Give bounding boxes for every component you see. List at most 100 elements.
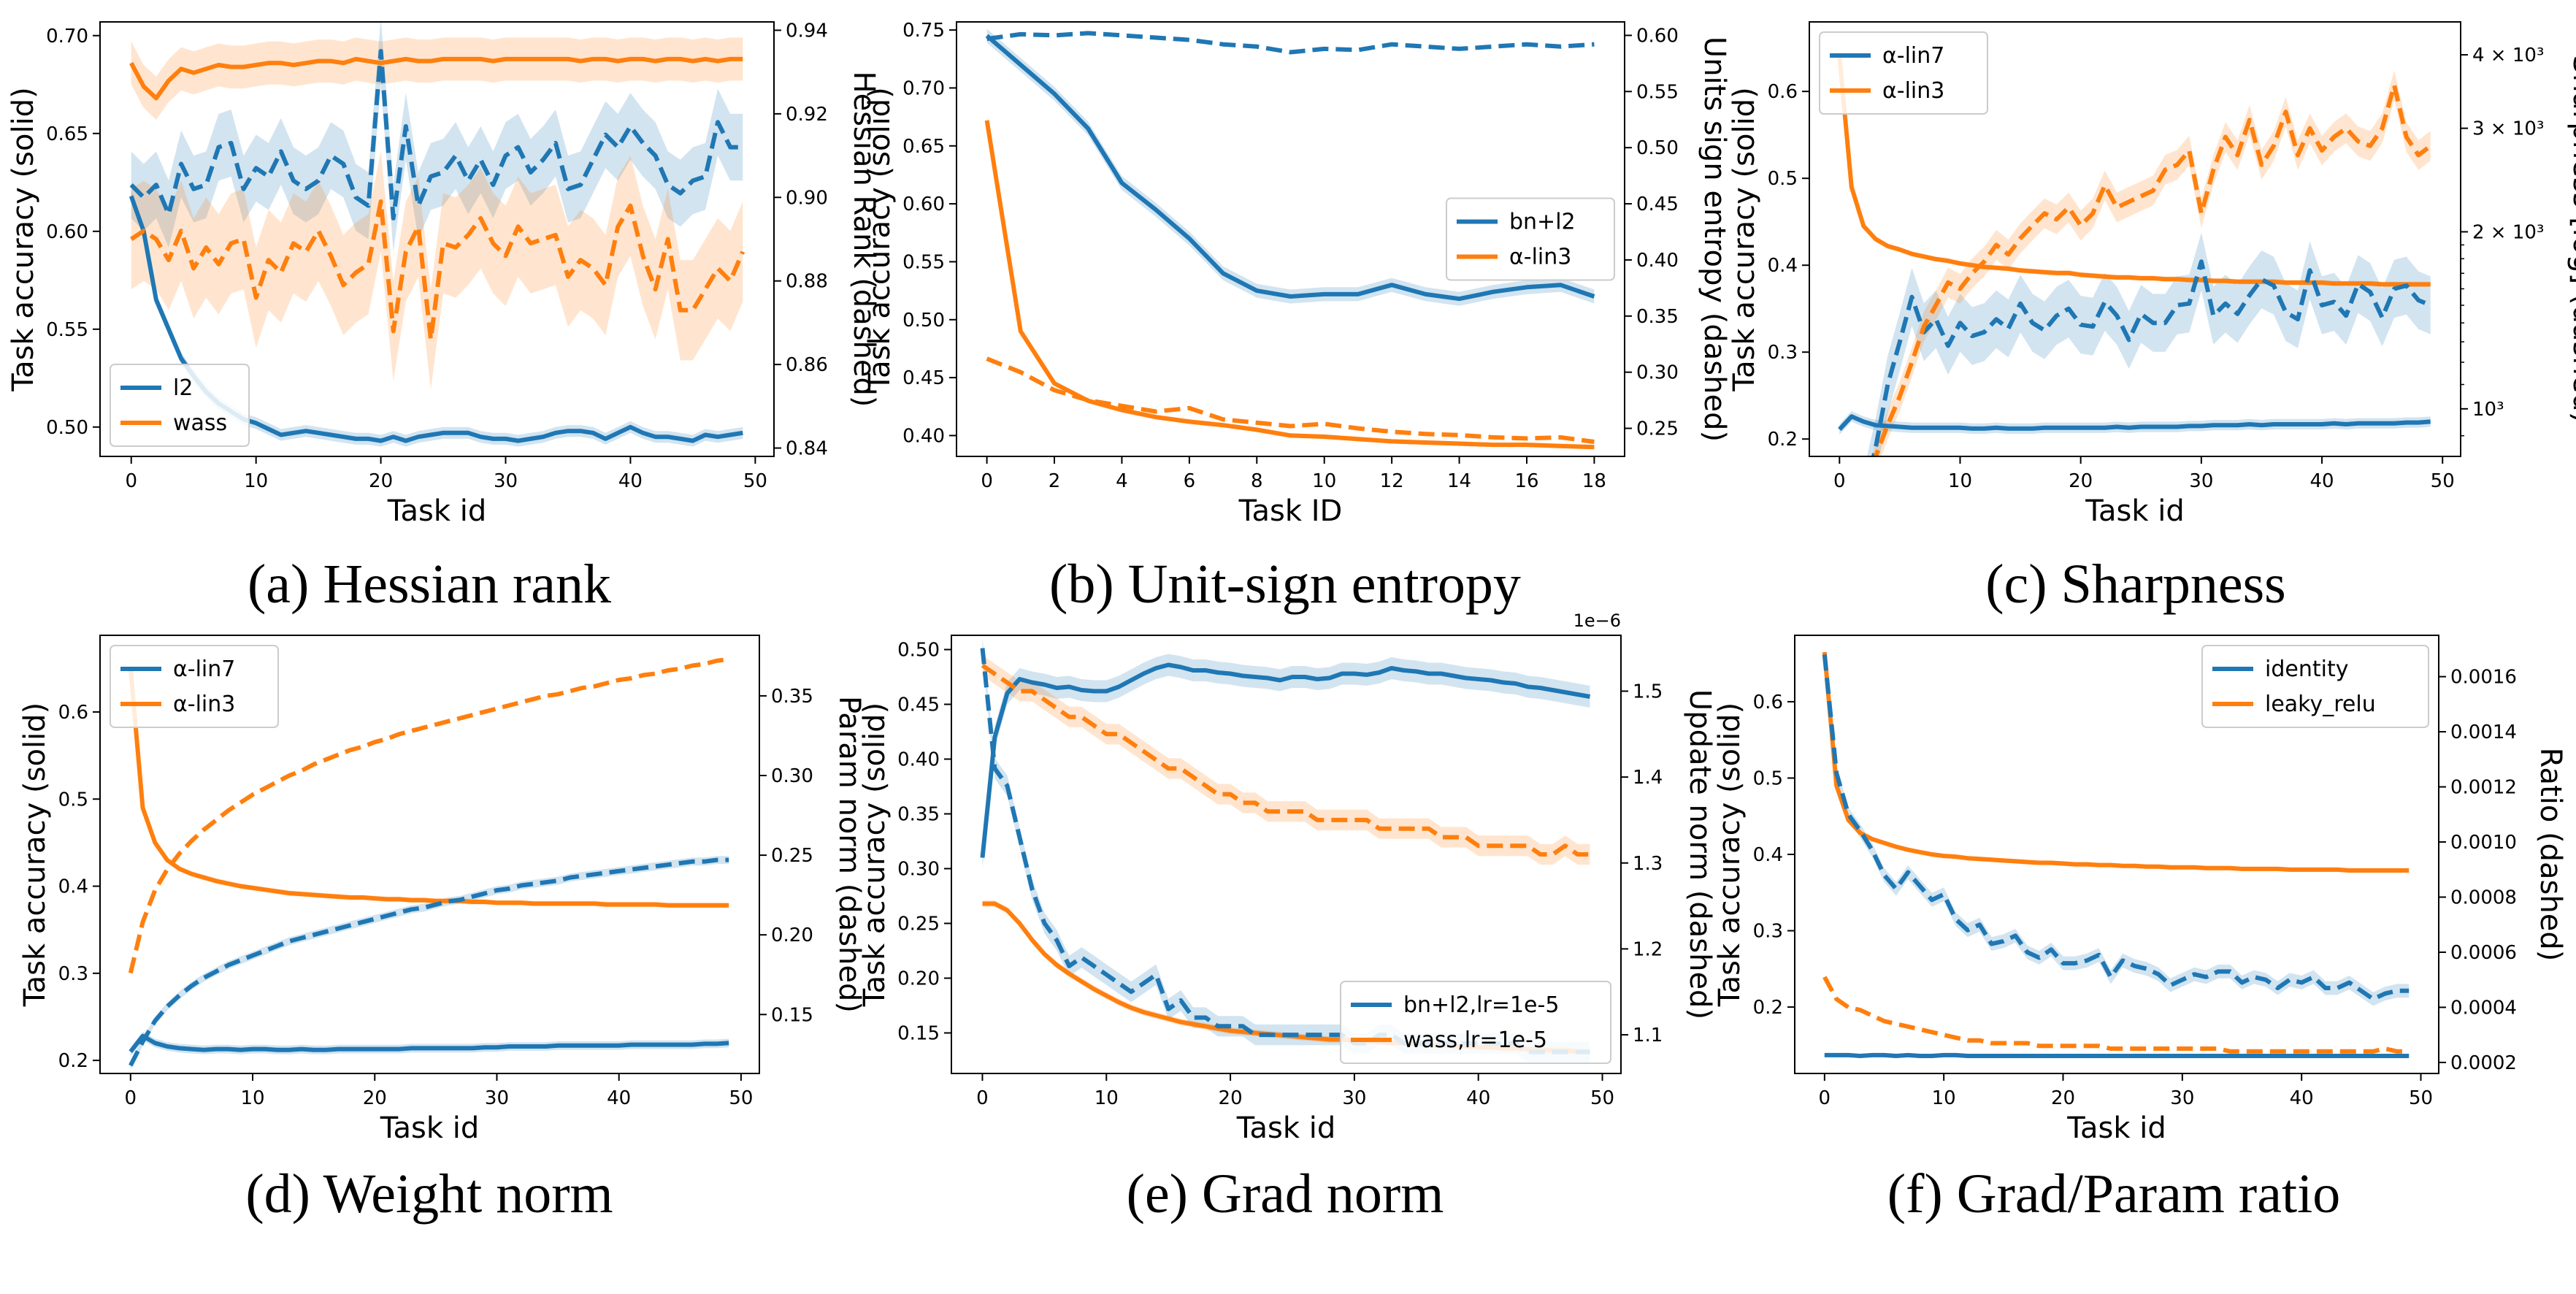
x-tick-label: 30 xyxy=(2189,470,2213,492)
legend-entry: α-lin7 xyxy=(173,656,235,682)
series-line-1 xyxy=(985,34,1595,302)
y-tick-label-left: 0.40 xyxy=(902,425,945,447)
y-tick-label-right: 3 × 10³ xyxy=(2472,118,2544,140)
series-band-4 xyxy=(982,655,1590,865)
y-axis-label-right: Ratio (dashed) xyxy=(2534,748,2567,962)
x-axis-label: Task id xyxy=(2085,494,2185,528)
y-tick-label-left: 0.15 xyxy=(897,1023,940,1045)
legend-box xyxy=(110,645,279,728)
x-tick-label: 10 xyxy=(240,1087,264,1109)
series-line-2 xyxy=(1837,56,2431,287)
series-line-1 xyxy=(980,662,1591,858)
y-tick-label-left: 0.2 xyxy=(1753,997,1783,1019)
legend-entry: wass,lr=1e-5 xyxy=(1403,1027,1547,1053)
y-tick-label-right: 1.2 xyxy=(1633,938,1663,960)
plot-area xyxy=(1837,54,2432,456)
plot-area xyxy=(1822,648,2410,1058)
y-tick-label-right: 0.0008 xyxy=(2450,887,2517,908)
y-tick-label-left: 0.2 xyxy=(1768,429,1798,451)
y-tick-label-right: 1.1 xyxy=(1633,1025,1663,1046)
x-tick-label: 50 xyxy=(2431,470,2455,492)
y-tick-label-left: 0.40 xyxy=(897,749,940,771)
legend-entry: l2 xyxy=(173,375,193,401)
series-band-3 xyxy=(1866,232,2431,456)
legend: α-lin7 α-lin3 xyxy=(1819,31,1988,115)
legend: l2 wass xyxy=(110,364,250,447)
y-tick-label-right: 0.25 xyxy=(1636,418,1679,440)
legend-box xyxy=(1819,31,1988,115)
y-tick-label-left: 0.70 xyxy=(46,26,88,47)
y-axis-label-left: Task accuracy (solid) xyxy=(18,702,52,1007)
y-tick-label-right: 0.0010 xyxy=(2450,832,2517,854)
series-line-2 xyxy=(128,668,729,908)
y-tick-label-right: 0.0014 xyxy=(2450,721,2517,743)
series-band-3 xyxy=(131,22,743,252)
panel-caption: (b) Unit-sign entropy xyxy=(1049,554,1521,615)
panel-caption: (a) Hessian rank xyxy=(248,554,611,615)
series-line-4 xyxy=(128,656,729,974)
x-axis-label: Task id xyxy=(387,494,487,528)
y-tick-label-left: 0.35 xyxy=(897,804,940,826)
x-tick-label: 20 xyxy=(363,1087,387,1109)
chart-panel-6: 0 10 20 30 40 50 0.2 0.3 0.4 0.5 0.6 0.0002 0.0004 0.… xyxy=(1713,635,2567,1225)
plot-area xyxy=(129,22,745,447)
y-tick-label-right: 0.60 xyxy=(1636,25,1679,47)
y-tick-label-left: 0.70 xyxy=(902,77,945,99)
y-tick-label-left: 0.6 xyxy=(1768,81,1798,103)
series-line-1 xyxy=(129,1033,729,1054)
x-tick-label: 16 xyxy=(1514,470,1538,492)
legend-entry: α-lin7 xyxy=(1882,43,1944,69)
y-axis-label-left: Task accuracy (solid) xyxy=(863,87,897,391)
y-tick-label-left: 0.50 xyxy=(46,417,88,439)
y-tick-label-left: 0.3 xyxy=(58,963,88,985)
series-band-3 xyxy=(130,856,729,1070)
plot-frame xyxy=(1809,21,2461,457)
x-tick-label: 40 xyxy=(2309,470,2334,492)
x-tick-label: 20 xyxy=(1219,1087,1243,1109)
panel-caption: (d) Weight norm xyxy=(245,1163,613,1225)
legend-entry: wass xyxy=(173,410,227,436)
y-tick-label-right: 1.3 xyxy=(1633,853,1663,875)
legend-entry: α-lin3 xyxy=(1509,245,1571,270)
y-tick-label-right: 0.88 xyxy=(786,271,828,293)
series-line-4 xyxy=(981,663,1590,857)
x-tick-label: 40 xyxy=(1466,1087,1490,1109)
series-line-3 xyxy=(1822,654,2410,1002)
legend: α-lin7 α-lin3 xyxy=(110,645,279,728)
y-tick-label-left: 0.65 xyxy=(46,123,88,145)
y-tick-label-left: 0.3 xyxy=(1768,342,1798,364)
y-tick-label-right: 0.40 xyxy=(1636,250,1679,272)
y-tick-label-right: 0.30 xyxy=(1636,362,1679,384)
panel-caption: (f) Grad/Param ratio xyxy=(1887,1163,2340,1225)
y-tick-label-right: 0.84 xyxy=(786,438,828,460)
x-tick-label: 30 xyxy=(2170,1087,2194,1109)
y-tick-label-left: 0.60 xyxy=(902,194,945,215)
y-tick-label-left: 0.4 xyxy=(1753,844,1783,866)
axis-offset-label: 1e−6 xyxy=(1573,610,1621,631)
x-tick-label: 0 xyxy=(125,1087,137,1109)
series-line-2 xyxy=(129,56,743,101)
series-line-2 xyxy=(984,120,1595,450)
y-tick-label-right: 0.90 xyxy=(786,187,828,209)
x-tick-label: 10 xyxy=(1932,1087,1956,1109)
y-tick-label-left: 0.5 xyxy=(1753,767,1783,789)
y-tick-label-left: 0.20 xyxy=(897,968,940,990)
x-tick-label: 30 xyxy=(494,470,518,492)
y-tick-label-left: 0.5 xyxy=(1768,168,1798,190)
x-tick-label: 0 xyxy=(1833,470,1846,492)
y-tick-label-left: 0.65 xyxy=(902,136,945,158)
x-axis-label: Task ID xyxy=(1238,494,1343,528)
y-tick-label-right: 0.25 xyxy=(771,845,813,867)
x-tick-label: 20 xyxy=(369,470,393,492)
chart-panel-5: 0 10 20 30 40 50 0.15 0.20 0.25 0.30 0.35 0.40 0.45 0… xyxy=(858,610,1717,1225)
y-tick-label-right: 0.0006 xyxy=(2450,942,2517,964)
x-axis-label: Task id xyxy=(2066,1111,2166,1145)
chart-panel-2: 0 2 4 6 8 10 12 14 16 18 0.40 0.45 0.50 0.55 0.60 0.65 0… xyxy=(863,20,1731,615)
chart-panel-4: 0 10 20 30 40 50 0.2 0.3 0.4 0.5 0.6 0.15 0.20 0.25 0.… xyxy=(18,635,866,1225)
y-tick-label-left: 0.25 xyxy=(897,914,940,935)
x-tick-label: 18 xyxy=(1582,470,1606,492)
y-tick-label-right: 0.35 xyxy=(1636,306,1679,328)
series-line-4 xyxy=(1873,83,2432,456)
x-tick-label: 50 xyxy=(729,1087,753,1109)
